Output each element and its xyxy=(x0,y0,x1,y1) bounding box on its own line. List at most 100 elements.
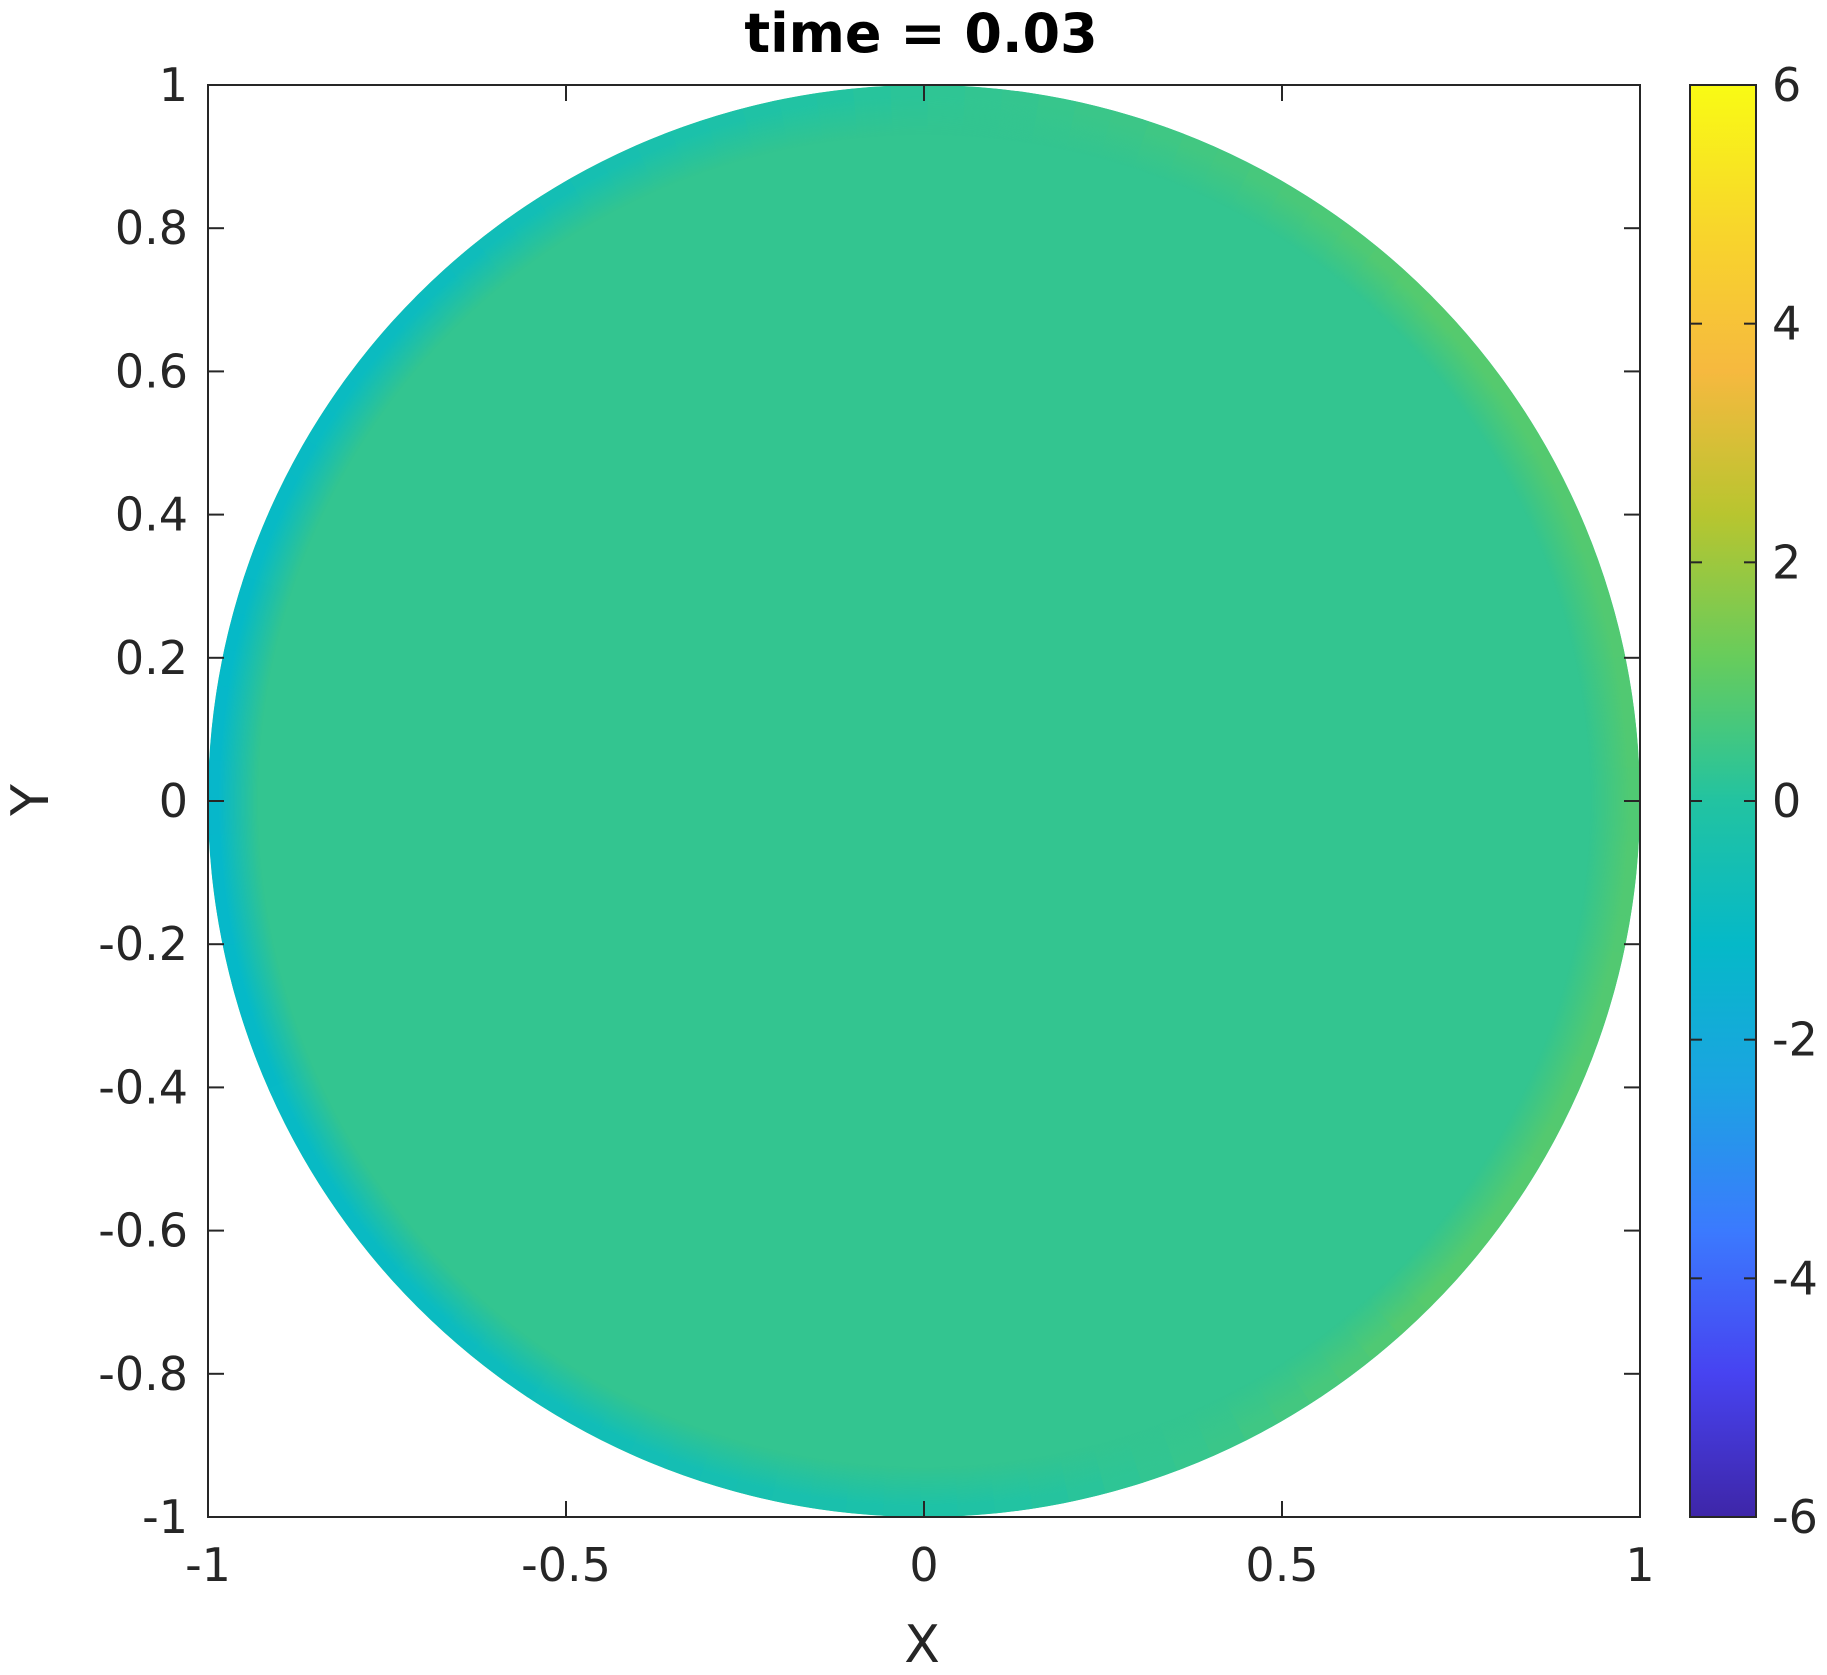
colorbar-tick-label: 0 xyxy=(1772,774,1801,828)
y-tick-label: 0.4 xyxy=(115,488,188,542)
colorbar-tick-label: -2 xyxy=(1772,1013,1818,1067)
edge-sector xyxy=(389,801,924,1310)
edge-sector xyxy=(924,801,1632,954)
edge-sector xyxy=(845,801,924,1517)
edge-sector xyxy=(321,801,924,1225)
edge-sector xyxy=(924,93,1077,801)
edge-sector xyxy=(595,801,924,1457)
edge-sector xyxy=(924,801,1527,1225)
edge-sector xyxy=(924,801,1348,1404)
x-tick-label: -1 xyxy=(185,1538,231,1592)
edge-sector xyxy=(924,319,1483,801)
edge-sector xyxy=(562,161,924,802)
edge-sector xyxy=(924,801,1607,1062)
edge-sector xyxy=(924,801,1318,1423)
edge-sector xyxy=(415,801,924,1336)
edge-sector xyxy=(924,219,1378,801)
edge-sector xyxy=(924,801,1286,1441)
edge-sector xyxy=(924,145,1253,801)
edge-sector xyxy=(216,648,924,801)
y-tick-label: 0.8 xyxy=(115,201,188,255)
edge-sector xyxy=(924,801,1253,1457)
edge-sector xyxy=(924,472,1580,801)
edge-sector xyxy=(530,179,924,802)
y-tick-label: -0.8 xyxy=(98,1347,188,1401)
edge-sector xyxy=(442,242,924,802)
edge-sector xyxy=(254,506,925,801)
colorbar-tick-label: 4 xyxy=(1772,297,1801,351)
edge-sector xyxy=(321,377,924,801)
y-tick-label: -0.2 xyxy=(98,917,188,971)
x-tick-label: -0.5 xyxy=(521,1538,611,1592)
edge-sector xyxy=(924,292,1459,801)
edge-sector xyxy=(241,540,924,801)
edge-sector xyxy=(342,801,924,1255)
edge-sector xyxy=(771,801,924,1509)
edge-sector xyxy=(699,801,924,1494)
x-tick-label: 0 xyxy=(909,1538,938,1592)
edge-sector xyxy=(924,198,1348,802)
edge-sector xyxy=(924,801,1506,1255)
edge-sector xyxy=(924,801,1483,1283)
edge-sector xyxy=(500,801,924,1404)
y-axis-label: Y xyxy=(1,784,61,817)
plot-area xyxy=(208,84,1641,1517)
edge-sector xyxy=(735,801,924,1503)
edge-sector xyxy=(924,801,1406,1360)
y-axis: -1 -0.8 -0.6 -0.4 -0.2 0 0.2 0.4 0.6 0.8 1 xyxy=(98,58,1640,1544)
edge-sector xyxy=(924,108,1149,802)
x-axis-label: X xyxy=(904,1615,940,1675)
colorbar-ticks: -6 -4 -2 0 2 4 6 xyxy=(1690,58,1818,1544)
edge-sector xyxy=(284,801,925,1163)
edge-sector xyxy=(882,801,928,1517)
edge-sector xyxy=(924,801,1378,1383)
y-tick-label: -1 xyxy=(142,1490,188,1544)
edge-sector xyxy=(924,801,1617,1026)
edge-sector xyxy=(629,801,924,1471)
y-tick-label: 0.6 xyxy=(115,344,188,398)
edge-sector xyxy=(663,801,924,1484)
edge-sector xyxy=(924,242,1406,802)
edge-sector xyxy=(222,612,924,801)
edge-sector xyxy=(442,801,924,1360)
edge-sector xyxy=(415,266,924,801)
edge-sector xyxy=(924,801,1433,1336)
edge-sector xyxy=(924,801,1640,880)
x-tick-label: 0.5 xyxy=(1245,1538,1318,1592)
colorbar-tick-label: -6 xyxy=(1772,1490,1818,1544)
edge-sector xyxy=(924,179,1318,802)
edge-sector xyxy=(924,99,1113,801)
y-tick-label: 0.2 xyxy=(115,631,188,685)
edge-sector xyxy=(924,407,1546,801)
edge-sector xyxy=(211,685,924,801)
edge-sector xyxy=(500,198,924,802)
edge-sector xyxy=(208,759,924,805)
x-tick-label: 1 xyxy=(1625,1538,1654,1592)
edge-sector xyxy=(924,439,1564,801)
edge-sector xyxy=(924,801,1580,1130)
edge-sector xyxy=(389,292,924,801)
edge-sector xyxy=(208,722,924,801)
colorbar-tick-label: 2 xyxy=(1772,535,1801,589)
edge-sector xyxy=(924,801,1546,1195)
edge-sector xyxy=(924,88,1040,801)
edge-sector xyxy=(924,801,1637,917)
edge-sector xyxy=(920,85,966,802)
edge-sector xyxy=(342,347,924,801)
colorbar: -6 -4 -2 0 2 4 6 xyxy=(1689,58,1818,1544)
edge-sector xyxy=(595,145,924,801)
edge-sector xyxy=(924,161,1286,802)
edge-sector xyxy=(231,576,925,801)
x-axis: -1 -0.5 0 0.5 1 xyxy=(185,85,1655,1592)
edge-sector xyxy=(302,407,925,801)
edge-sector xyxy=(470,219,924,801)
edge-sector xyxy=(924,347,1506,801)
edge-sector xyxy=(924,377,1527,801)
y-tick-label: 0 xyxy=(159,774,188,828)
edge-sector xyxy=(924,266,1433,801)
edge-sector xyxy=(924,801,1564,1163)
edge-sector xyxy=(924,801,1626,990)
edge-sector xyxy=(924,118,1185,801)
edge-sector xyxy=(924,797,1641,843)
